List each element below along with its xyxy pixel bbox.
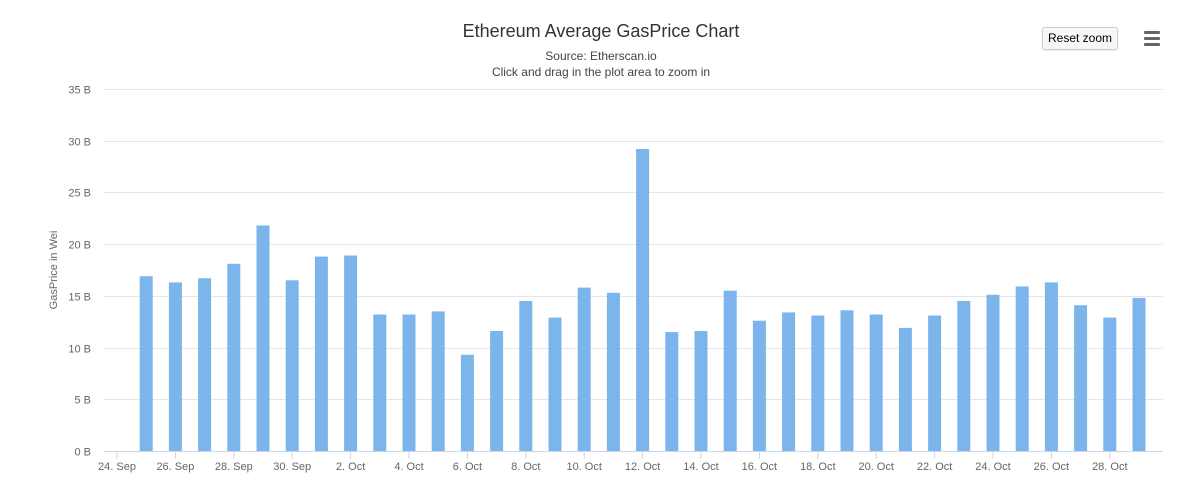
- bar[interactable]: [957, 301, 971, 451]
- bar[interactable]: [869, 314, 883, 452]
- bar[interactable]: [1132, 297, 1146, 451]
- bar[interactable]: [1074, 305, 1088, 451]
- bar[interactable]: [665, 332, 679, 451]
- chart-zoom-hint: Click and drag in the plot area to zoom …: [491, 65, 711, 79]
- bar[interactable]: [373, 314, 387, 452]
- bar[interactable]: [928, 315, 942, 452]
- bar[interactable]: [198, 278, 212, 451]
- x-tick-label: 2. Oct: [336, 461, 365, 473]
- x-tick-label: 18. Oct: [800, 461, 835, 473]
- x-tick-label: 16. Oct: [742, 461, 777, 473]
- x-tick-label: 20. Oct: [858, 461, 893, 473]
- bar[interactable]: [227, 263, 241, 451]
- bar[interactable]: [1015, 286, 1029, 452]
- bar[interactable]: [577, 287, 591, 451]
- x-tick-label: 26. Oct: [1034, 461, 1069, 473]
- y-tick-label: 0 B: [74, 447, 91, 459]
- chart-subtitle: Source: Etherscan.io: [545, 49, 657, 63]
- x-tick-label: 14. Oct: [683, 461, 718, 473]
- y-axis-title: GasPrice in Wei: [48, 231, 60, 310]
- bar[interactable]: [723, 290, 737, 451]
- x-tick-label: 22. Oct: [917, 461, 952, 473]
- x-tick-label: 28. Sep: [215, 461, 253, 473]
- x-tick-label: 4. Oct: [394, 461, 423, 473]
- x-tick-label: 28. Oct: [1092, 461, 1127, 473]
- bar[interactable]: [606, 292, 620, 451]
- x-tick-label: 8. Oct: [511, 461, 540, 473]
- bar[interactable]: [314, 256, 328, 451]
- bar[interactable]: [811, 315, 825, 452]
- bar[interactable]: [986, 294, 1000, 451]
- bar[interactable]: [898, 327, 912, 451]
- x-tick-label: 12. Oct: [625, 461, 660, 473]
- y-tick-label: 25 B: [68, 188, 91, 200]
- bar[interactable]: [168, 282, 182, 451]
- bar[interactable]: [256, 225, 270, 452]
- bar[interactable]: [490, 331, 504, 451]
- x-tick-label: 24. Sep: [98, 461, 136, 473]
- bar[interactable]: [139, 276, 153, 451]
- bar[interactable]: [694, 331, 708, 451]
- bar[interactable]: [752, 320, 766, 451]
- bar[interactable]: [460, 354, 474, 451]
- bar[interactable]: [782, 312, 796, 451]
- bar[interactable]: [636, 149, 650, 451]
- y-tick-label: 5 B: [74, 395, 91, 407]
- bar[interactable]: [285, 280, 299, 451]
- x-tick-label: 30. Sep: [273, 461, 311, 473]
- bar[interactable]: [402, 314, 416, 452]
- bar[interactable]: [344, 255, 358, 452]
- y-tick-label: 30 B: [68, 137, 91, 149]
- y-tick-label: 35 B: [68, 85, 91, 97]
- bar[interactable]: [1044, 282, 1058, 451]
- bar[interactable]: [431, 311, 445, 451]
- y-tick-label: 15 B: [68, 292, 91, 304]
- hamburger-menu-icon[interactable]: [1138, 26, 1166, 50]
- bar[interactable]: [840, 310, 854, 451]
- y-tick-label: 20 B: [68, 240, 91, 252]
- chart-title: Ethereum Average GasPrice Chart: [462, 21, 740, 41]
- x-tick-label: 10. Oct: [566, 461, 601, 473]
- bar[interactable]: [1103, 317, 1117, 451]
- x-tick-label: 6. Oct: [453, 461, 482, 473]
- x-tick-label: 24. Oct: [975, 461, 1010, 473]
- bar[interactable]: [548, 317, 562, 451]
- y-tick-label: 10 B: [68, 344, 91, 356]
- x-tick-label: 26. Sep: [156, 461, 194, 473]
- bar[interactable]: [519, 301, 533, 451]
- reset-zoom-button[interactable]: Reset zoom: [1042, 27, 1118, 50]
